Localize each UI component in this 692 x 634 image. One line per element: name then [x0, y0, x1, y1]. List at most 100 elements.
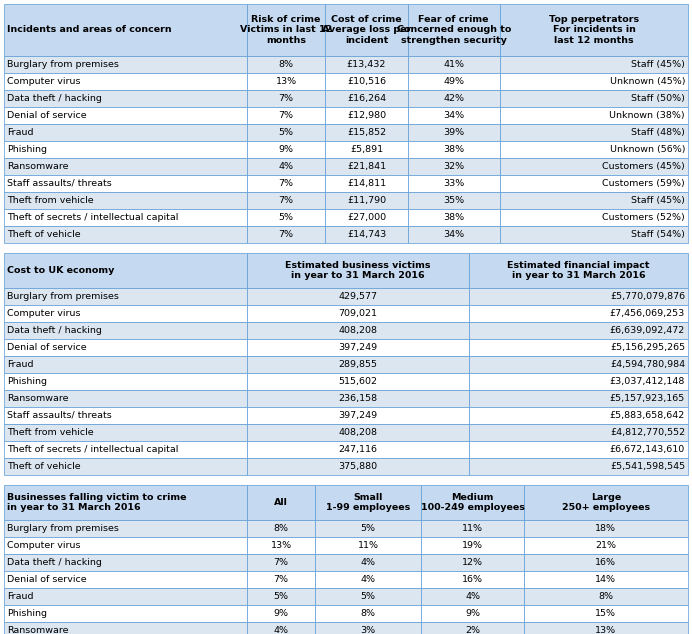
Text: 709,021: 709,021 [338, 309, 377, 318]
Text: Customers (59%): Customers (59%) [602, 179, 685, 188]
Text: Estimated business victims
in year to 31 March 2016: Estimated business victims in year to 31… [285, 261, 430, 280]
Text: Ransomware: Ransomware [7, 394, 69, 403]
Bar [469, 305, 688, 322]
Bar [247, 390, 469, 407]
Bar [4, 226, 247, 243]
Bar [247, 56, 325, 73]
Text: 8%: 8% [279, 60, 293, 69]
Text: All: All [274, 498, 288, 507]
Bar [524, 571, 688, 588]
Bar [325, 141, 408, 158]
Bar [316, 485, 421, 520]
Text: £11,790: £11,790 [347, 196, 386, 205]
Bar [524, 520, 688, 537]
Text: 38%: 38% [443, 213, 464, 222]
Bar [247, 424, 469, 441]
Bar [325, 73, 408, 90]
Text: £4,594,780,984: £4,594,780,984 [610, 360, 685, 369]
Text: Risk of crime
Victims in last 12
months: Risk of crime Victims in last 12 months [240, 15, 332, 45]
Text: £12,980: £12,980 [347, 111, 386, 120]
Text: £3,037,412,148: £3,037,412,148 [610, 377, 685, 386]
Bar [247, 73, 325, 90]
Bar [408, 56, 500, 73]
Bar [247, 485, 316, 520]
Bar [408, 158, 500, 175]
Bar [500, 4, 688, 56]
Bar [500, 141, 688, 158]
Text: Small
1-99 employees: Small 1-99 employees [326, 493, 410, 512]
Bar [247, 253, 469, 288]
Text: £10,516: £10,516 [347, 77, 386, 86]
Bar [325, 107, 408, 124]
Text: Ransomware: Ransomware [7, 162, 69, 171]
Bar [408, 73, 500, 90]
Bar [421, 605, 524, 622]
Bar [421, 537, 524, 554]
Text: Unknown (45%): Unknown (45%) [610, 77, 685, 86]
Bar [325, 124, 408, 141]
Text: £4,812,770,552: £4,812,770,552 [610, 428, 685, 437]
Text: 247,116: 247,116 [338, 445, 377, 454]
Text: Fear of crime
Concerned enough to
strengthen security: Fear of crime Concerned enough to streng… [397, 15, 511, 45]
Bar [316, 554, 421, 571]
Text: Data theft / hacking: Data theft / hacking [7, 558, 102, 567]
Text: 13%: 13% [271, 541, 291, 550]
Text: £5,157,923,165: £5,157,923,165 [610, 394, 685, 403]
Text: £16,264: £16,264 [347, 94, 386, 103]
Bar [4, 554, 247, 571]
Text: Theft of vehicle: Theft of vehicle [7, 230, 81, 239]
Bar [4, 339, 247, 356]
Text: 16%: 16% [595, 558, 617, 567]
Bar [408, 124, 500, 141]
Text: Unknown (38%): Unknown (38%) [610, 111, 685, 120]
Bar [469, 373, 688, 390]
Bar [408, 209, 500, 226]
Text: 408,208: 408,208 [338, 428, 377, 437]
Bar [469, 356, 688, 373]
Bar [4, 622, 247, 634]
Bar [4, 305, 247, 322]
Text: 4%: 4% [465, 592, 480, 601]
Bar [247, 107, 325, 124]
Text: 32%: 32% [443, 162, 464, 171]
Bar [4, 407, 247, 424]
Bar [421, 520, 524, 537]
Text: Phishing: Phishing [7, 145, 47, 154]
Text: 12%: 12% [462, 558, 483, 567]
Text: 408,208: 408,208 [338, 326, 377, 335]
Text: Phishing: Phishing [7, 609, 47, 618]
Bar [316, 588, 421, 605]
Bar [325, 56, 408, 73]
Bar [247, 373, 469, 390]
Text: £13,432: £13,432 [347, 60, 386, 69]
Bar [500, 90, 688, 107]
Text: Incidents and areas of concern: Incidents and areas of concern [7, 25, 172, 34]
Text: 7%: 7% [279, 111, 293, 120]
Bar [247, 588, 316, 605]
Bar [4, 373, 247, 390]
Text: 14%: 14% [595, 575, 617, 584]
Bar [408, 192, 500, 209]
Text: 5%: 5% [279, 213, 293, 222]
Text: 5%: 5% [361, 592, 376, 601]
Bar [247, 226, 325, 243]
Text: Theft of secrets / intellectual capital: Theft of secrets / intellectual capital [7, 213, 179, 222]
Text: £5,891: £5,891 [350, 145, 383, 154]
Text: 5%: 5% [273, 592, 289, 601]
Bar [247, 124, 325, 141]
Text: Computer virus: Computer virus [7, 541, 80, 550]
Bar [247, 458, 469, 475]
Bar [247, 520, 316, 537]
Text: 8%: 8% [273, 524, 289, 533]
Bar [4, 322, 247, 339]
Text: 15%: 15% [595, 609, 617, 618]
Bar [469, 407, 688, 424]
Bar [247, 571, 316, 588]
Bar [247, 4, 325, 56]
Bar [316, 605, 421, 622]
Bar [4, 4, 247, 56]
Text: 8%: 8% [361, 609, 376, 618]
Text: Theft of vehicle: Theft of vehicle [7, 462, 81, 471]
Bar [247, 554, 316, 571]
Text: Denial of service: Denial of service [7, 111, 86, 120]
